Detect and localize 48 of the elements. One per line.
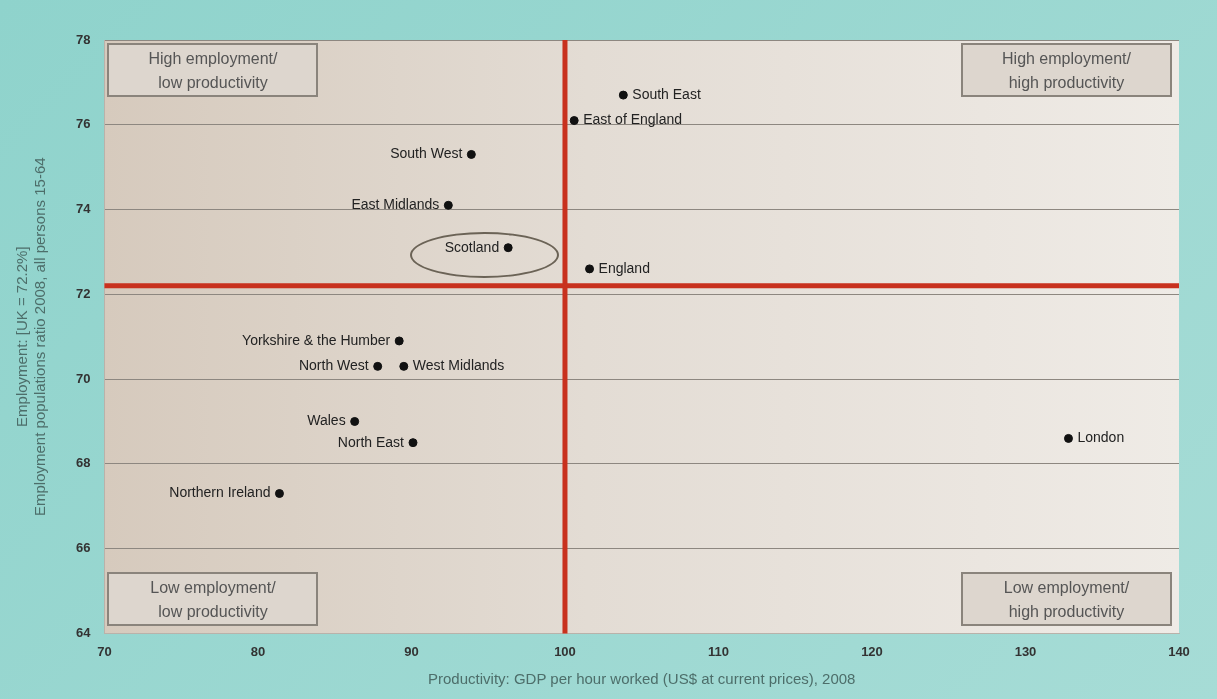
y-tick-label: 76: [75, 116, 91, 132]
y-tick-label: 72: [75, 285, 91, 301]
x-tick-label: 110: [707, 643, 729, 659]
x-tick-label: 140: [1168, 643, 1190, 659]
y-tick-label: 66: [75, 540, 91, 556]
x-tick-label: 70: [97, 643, 112, 659]
x-tick-label: 100: [554, 643, 576, 659]
annotation: West Midlands: [412, 357, 505, 374]
annotation: East of England: [583, 111, 683, 128]
annotation: South West: [390, 145, 463, 162]
point: [1063, 433, 1073, 443]
y-tick-label: 68: [75, 455, 91, 471]
point: [443, 200, 453, 210]
label-box: Low employment/ high productivity: [961, 572, 1172, 627]
annotation: England: [598, 259, 650, 276]
y-tick-label: 78: [75, 31, 91, 47]
point: [503, 243, 513, 253]
point: [394, 336, 404, 346]
annotation: Northern Ireland: [169, 484, 271, 501]
point: [585, 264, 595, 274]
point: [569, 116, 579, 126]
point: [466, 149, 476, 159]
point: [373, 361, 383, 371]
annotation: South East: [632, 85, 701, 102]
x-tick-label: 130: [1014, 643, 1037, 659]
y-tick-label: 70: [75, 370, 91, 386]
point: [274, 489, 284, 499]
y-axis-title: Employment: [UK = 72.2%] Employment populations ratio 2008, all persons 15-64: [13, 157, 49, 516]
y-tick-label: 64: [75, 624, 92, 640]
annotation: London: [1077, 429, 1125, 446]
label-box: High employment/ high productivity: [961, 43, 1172, 97]
annotation: North East: [337, 433, 405, 450]
x-tick-label: 90: [404, 643, 419, 659]
label-box: High employment/ low productivity: [107, 43, 319, 97]
point: [350, 416, 360, 426]
point: [408, 438, 418, 448]
label-box: Low employment/ low productivity: [107, 572, 319, 627]
x-axis-title: Productivity: GDP per hour worked (US$ at current prices), 2008: [428, 670, 856, 688]
annotation: Wales: [307, 412, 346, 429]
y-tick-label: 74: [75, 201, 92, 217]
point: [618, 90, 628, 100]
x-tick-label: 80: [250, 643, 266, 659]
annotation: Scotland: [444, 238, 500, 255]
annotation: North West: [298, 357, 369, 374]
point: [399, 361, 409, 371]
x-tick-label: 120: [861, 643, 883, 659]
annotation: Yorkshire & the Humber: [242, 331, 391, 348]
annotation: East Midlands: [351, 196, 440, 213]
